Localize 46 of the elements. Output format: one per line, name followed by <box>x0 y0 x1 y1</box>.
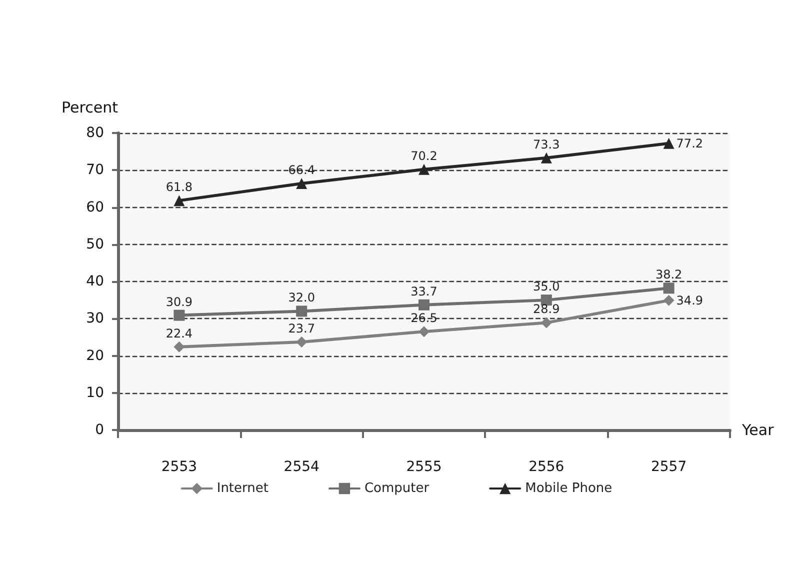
data-label: 38.2 <box>655 268 682 282</box>
y-tick-label: 70 <box>86 162 104 178</box>
point <box>663 294 674 306</box>
data-label: 70.2 <box>410 148 438 163</box>
point <box>296 306 308 317</box>
legend-label: Mobile Phone <box>525 481 612 496</box>
data-label: 61.8 <box>166 180 193 194</box>
x-tick-label: 2557 <box>650 459 687 475</box>
y-tick-label: 20 <box>86 348 104 364</box>
x-tick-label: 2553 <box>161 459 198 475</box>
y-tick-label: 50 <box>86 236 104 252</box>
point <box>663 138 674 149</box>
y-tick-label: 60 <box>86 199 104 216</box>
point <box>663 282 674 294</box>
y-axis-title: Percent <box>62 98 118 116</box>
legend-label: Internet <box>216 481 268 496</box>
point <box>296 336 308 348</box>
data-label: 73.3 <box>533 137 560 152</box>
y-tick-label: 80 <box>86 125 104 141</box>
point <box>174 310 185 321</box>
data-label: 33.7 <box>410 284 438 298</box>
x-axis-title: Year <box>741 421 775 439</box>
data-label: 77.2 <box>676 136 704 150</box>
point <box>418 299 430 310</box>
y-tick-label: 40 <box>86 274 104 290</box>
data-label: 22.4 <box>166 326 193 340</box>
data-label: 23.7 <box>288 322 315 336</box>
point <box>296 178 308 189</box>
data-label: 35.0 <box>533 280 560 294</box>
x-tick-label: 2555 <box>406 459 442 475</box>
x-tick-label: 2556 <box>528 459 564 475</box>
data-label: 28.9 <box>533 302 560 316</box>
point <box>418 326 430 338</box>
point <box>174 341 185 352</box>
point <box>418 164 430 175</box>
point <box>174 195 185 206</box>
data-label: 34.9 <box>676 293 704 308</box>
y-tick-label: 10 <box>86 384 104 401</box>
point <box>540 152 552 164</box>
x-tick-label: 2554 <box>284 459 320 475</box>
y-tick-label: 30 <box>86 310 104 327</box>
data-label: 32.0 <box>288 290 315 305</box>
point <box>540 317 552 328</box>
legend-label: Computer <box>364 481 430 496</box>
y-tick-label: 0 <box>95 422 104 438</box>
data-label: 30.9 <box>166 294 193 309</box>
